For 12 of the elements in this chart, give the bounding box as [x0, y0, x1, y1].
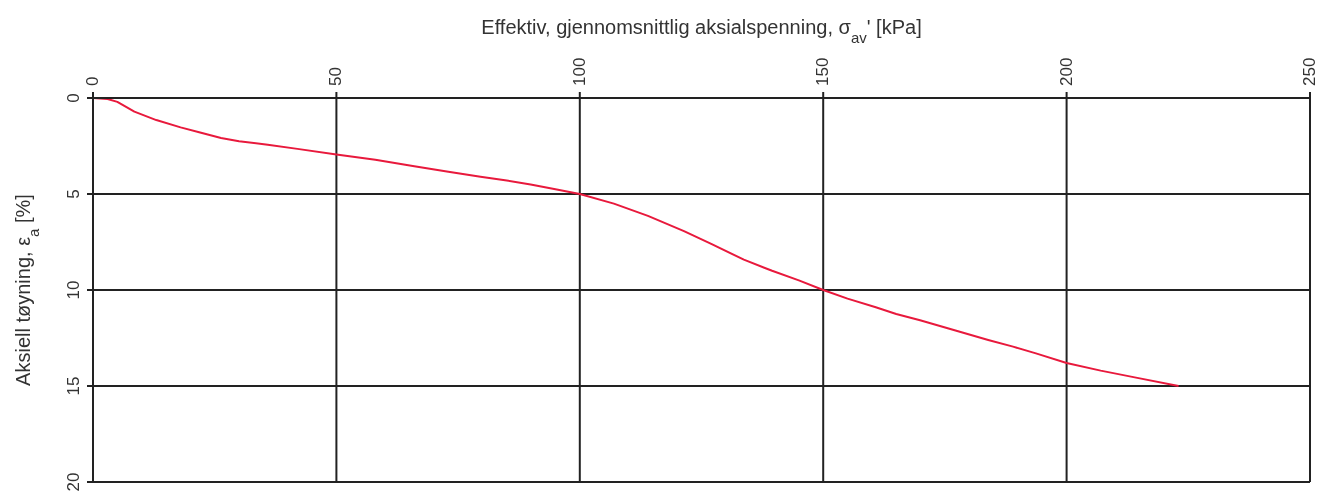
x-tick-label: 200 [1056, 57, 1076, 86]
x-tick-label: 100 [569, 57, 589, 86]
x-tick-label: 250 [1300, 57, 1319, 86]
y-tick-label: 20 [64, 472, 83, 492]
y-tick-label: 10 [64, 280, 83, 300]
y-tick-label: 5 [64, 189, 83, 199]
x-tick-label: 0 [83, 76, 102, 86]
y-tick-label: 0 [64, 93, 83, 103]
x-tick-label: 150 [813, 57, 833, 86]
x-tick-label: 50 [326, 67, 346, 86]
y-tick-label: 15 [64, 376, 83, 396]
x-axis-title: Effektiv, gjennomsnittlig aksialspenning, σ$_{av}$' [kPa] [481, 16, 922, 46]
